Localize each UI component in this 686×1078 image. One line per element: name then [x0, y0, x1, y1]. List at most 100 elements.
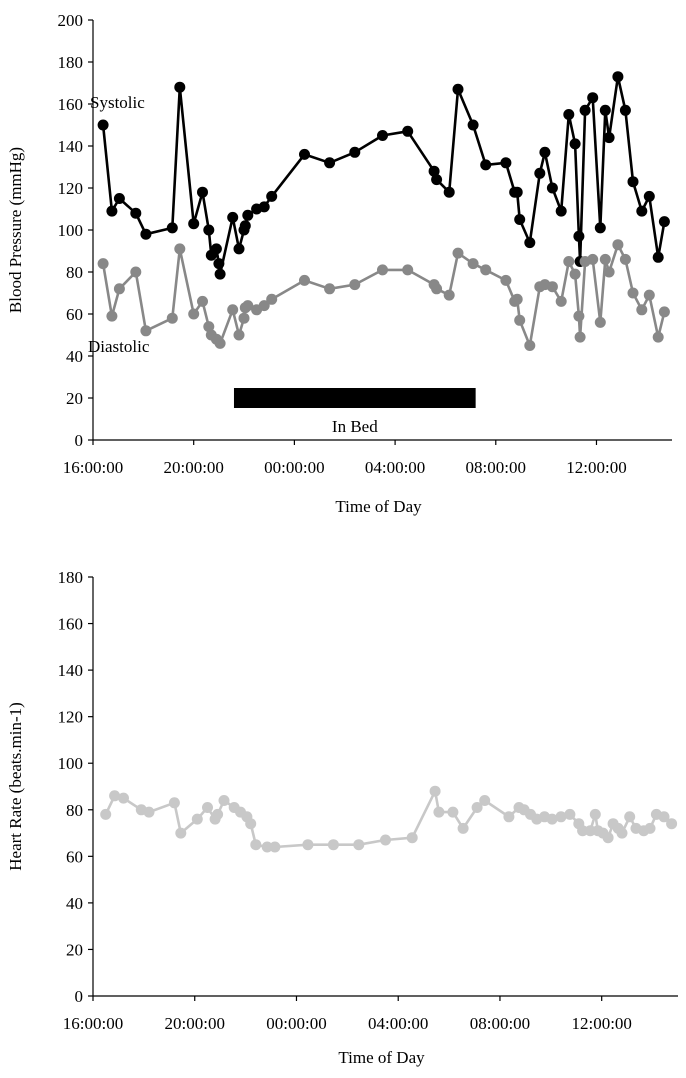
systolic-point [233, 243, 245, 255]
diastolic-point [431, 283, 443, 295]
heart-rate-point [589, 808, 601, 820]
systolic-point [603, 132, 615, 144]
heart-rate-point [218, 795, 230, 806]
heart-rate-point [447, 806, 459, 818]
in-bed-bar [233, 388, 476, 408]
systolic-point [612, 71, 624, 83]
diastolic-point [555, 295, 567, 307]
systolic-point [431, 174, 443, 186]
systolic-point [97, 119, 109, 131]
x-tick-label: 20:00:00 [163, 458, 223, 477]
y-tick-label: 160 [58, 95, 84, 114]
systolic-point [511, 186, 523, 198]
systolic-point [214, 268, 226, 280]
diastolic-point [627, 287, 639, 299]
systolic-label: Systolic [90, 93, 145, 112]
diastolic-label: Diastolic [88, 337, 150, 356]
systolic-point [210, 243, 222, 255]
systolic-point [636, 205, 648, 217]
diastolic-point [599, 253, 611, 265]
diastolic-point [227, 304, 239, 316]
diastolic-point [574, 331, 586, 343]
heart-rate-point [250, 839, 262, 851]
heart-rate-point [302, 839, 314, 851]
heart-rate-point [658, 811, 670, 823]
heart-rate-point [479, 795, 491, 806]
diastolic-point [643, 289, 655, 301]
systolic-point [658, 216, 670, 228]
x-axis-title: Time of Day [338, 1048, 425, 1067]
diastolic-point [452, 247, 464, 259]
diastolic-point [594, 316, 606, 328]
diastolic-point [514, 314, 526, 326]
x-axis-title: Time of Day [335, 497, 422, 516]
heart-rate-point [261, 841, 273, 853]
heart-rate-point [175, 827, 187, 839]
systolic-point [140, 228, 152, 240]
heart-rate-point [602, 832, 614, 844]
systolic-point [587, 92, 599, 104]
systolic-point [203, 224, 215, 236]
y-tick-label: 100 [58, 221, 84, 240]
systolic-point [443, 186, 455, 198]
systolic-point [258, 201, 270, 213]
systolic-point [106, 205, 118, 217]
diastolic-point [377, 264, 388, 276]
y-tick-label: 20 [66, 389, 83, 408]
systolic-point [467, 119, 479, 131]
heart-rate-point [380, 834, 391, 846]
diastolic-point [658, 306, 670, 318]
x-tick-label: 00:00:00 [266, 1014, 326, 1033]
systolic-point [524, 237, 536, 249]
systolic-point [643, 190, 655, 202]
y-tick-label: 120 [58, 179, 84, 198]
y-tick-label: 80 [66, 801, 83, 820]
systolic-point [266, 190, 278, 202]
systolic-point [534, 167, 546, 179]
heart-rate-point [168, 797, 180, 809]
x-tick-label: 16:00:00 [63, 458, 123, 477]
heart-rate-point [212, 808, 224, 820]
systolic-point [213, 258, 225, 270]
diastolic-point [546, 281, 558, 293]
heart-rate-point [577, 825, 589, 837]
y-tick-label: 60 [66, 305, 83, 324]
heart-rate-point [118, 792, 129, 804]
heart-rate-point [191, 813, 203, 825]
systolic-point [402, 125, 414, 137]
heart-rate-point [457, 822, 469, 834]
systolic-point [428, 165, 440, 177]
heart-rate-point [616, 827, 628, 839]
diastolic-point [97, 258, 109, 270]
heart-rate-point [471, 802, 483, 813]
systolic-point [563, 109, 575, 120]
heart-rate-point [143, 806, 155, 818]
diastolic-point [238, 312, 250, 324]
y-axis-title: Blood Pressure (mmHg) [6, 147, 25, 313]
systolic-point [546, 182, 558, 194]
x-tick-label: 12:00:00 [566, 458, 626, 477]
x-tick-label: 04:00:00 [368, 1014, 428, 1033]
y-tick-label: 120 [58, 708, 84, 727]
diastolic-point [443, 289, 455, 301]
diastolic-point [242, 300, 254, 312]
in-bed-label: In Bed [332, 417, 378, 436]
diastolic-point [140, 325, 152, 337]
diastolic-point [266, 293, 278, 305]
heart-rate-point [245, 818, 257, 830]
systolic-point [349, 146, 361, 158]
blood-pressure-chart: 0 20 40 60 80 100 120 140 160 180 200 16:00:00 20:00… [6, 11, 672, 516]
y-tick-label: 40 [66, 894, 83, 913]
x-tick-label: 16:00:00 [63, 1014, 123, 1033]
systolic-point [130, 207, 142, 219]
heart-rate-point [269, 841, 281, 853]
diastolic-point [587, 253, 599, 265]
systolic-point [197, 186, 208, 198]
y-tick-label: 200 [58, 11, 84, 30]
systolic-point [627, 176, 639, 188]
diastolic-point [636, 304, 648, 316]
systolic-point [514, 214, 526, 225]
heart-rate-point [584, 825, 596, 837]
systolic-point [480, 159, 492, 171]
systolic-point [555, 205, 567, 217]
